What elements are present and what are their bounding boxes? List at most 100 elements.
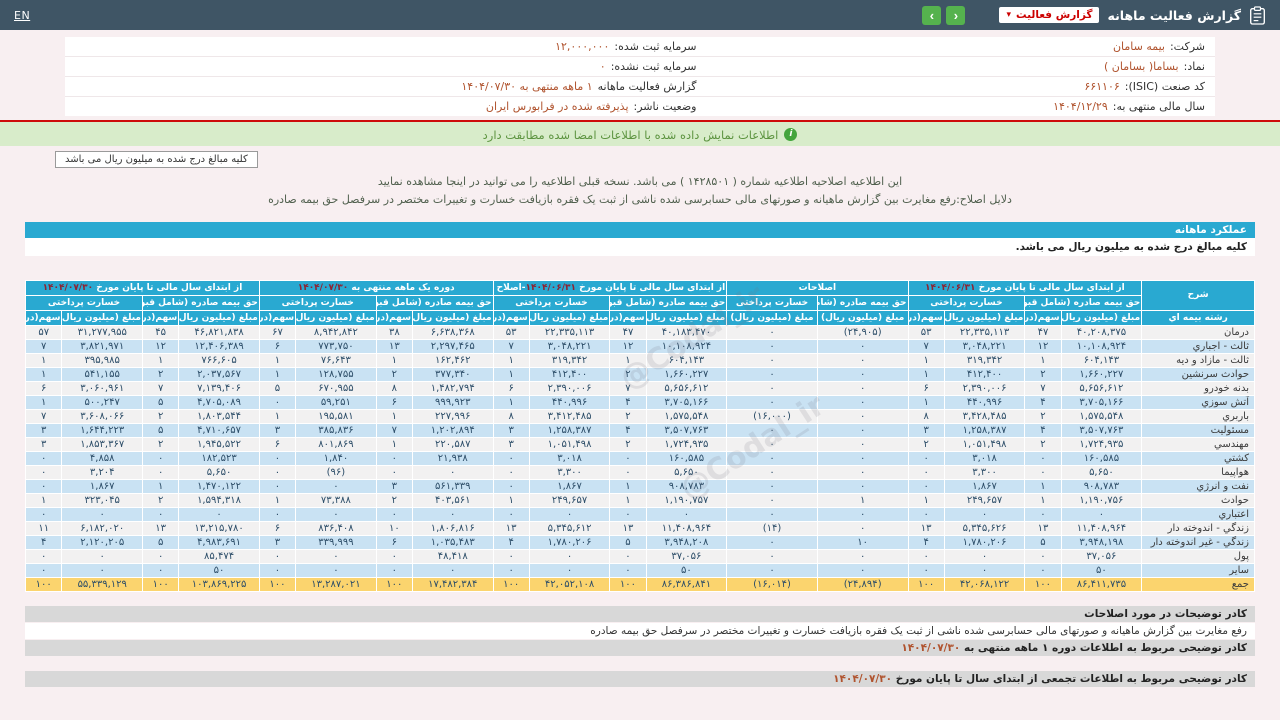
row-label: ثالث - اجباري — [1141, 338, 1255, 354]
table-cell: ۳,۲۰۴ — [61, 464, 144, 480]
table-cell: ۱,۲۰۲,۸۹۴ — [411, 422, 494, 438]
table-cell: ۰ — [375, 562, 413, 578]
table-cell: ۷ — [24, 408, 63, 424]
next-report-button[interactable]: › — [922, 5, 942, 25]
table-cell: ۰ — [816, 478, 909, 494]
report-type-dropdown[interactable]: گزارش فعالیت ▾ — [999, 7, 1100, 23]
table-row: مسئولیت ۳,۵۰۷,۷۶۳ ۴ ۱,۲۵۸,۳۸۷ ۳ ۰ ۰ ۳,۵۰۷,۷۶۳ ۴ ۱… — [24, 422, 1255, 438]
top-bar: گزارش فعالیت ماهانه گزارش فعالیت ▾ ‹ › E… — [0, 0, 1280, 30]
table-cell: ۳۷۷,۳۴۰ — [411, 366, 494, 382]
table-cell: ۲۴۹,۶۵۷ — [528, 492, 611, 508]
table-cell: ۰ — [907, 450, 945, 466]
table-cell: ۴ — [609, 422, 647, 438]
table-cell: ۰ — [411, 562, 494, 578]
table-cell: ۲ — [375, 366, 413, 382]
company-value: بیمه سامان — [1112, 40, 1165, 53]
table-cell: ۱۰,۱۰۸,۹۲۴ — [645, 338, 728, 354]
report-clipboard-icon — [1249, 5, 1266, 25]
table-cell: ۳,۶۰۸,۰۶۶ — [61, 408, 144, 424]
language-en-link[interactable]: EN — [14, 8, 31, 22]
table-cell: ۱۳,۲۱۵,۷۸۰ — [178, 520, 260, 536]
share-column-header: سهم(درصد) — [375, 309, 413, 326]
monthly-performance-section: عملکرد ماهانه کلیه مبالغ درج شده به میلی… — [24, 221, 1255, 592]
table-cell: ۱ — [492, 394, 530, 410]
table-cell: ۰ — [816, 394, 909, 410]
row-label: حوادث — [1141, 492, 1255, 508]
table-cell: ۰ — [61, 548, 144, 564]
table-cell: ۵۳ — [492, 324, 530, 340]
table-cell: ۱ — [375, 352, 413, 368]
claims-subheader: خسارت پرداختی — [258, 294, 377, 311]
table-cell: ۱,۷۲۴,۹۳۵ — [645, 436, 728, 452]
table-cell: ۳,۴۲۸,۴۸۵ — [943, 408, 1026, 424]
table-cell: ۱۰۰ — [1024, 576, 1062, 592]
table-cell: ۱۲,۴۰۶,۳۸۹ — [178, 338, 260, 354]
cumulative-note-header: کادر توضیحی مربوط به اطلاعات تجمعی از اب… — [25, 670, 1255, 687]
table-cell: ۰ — [24, 478, 63, 494]
table-cell: ۸۳۶,۴۰۸ — [295, 520, 377, 536]
table-cell: ۱,۵۹۴,۳۱۸ — [178, 492, 260, 508]
signed-info-notice-text: اطلاعات نمایش داده شده با اطلاعات امضا ش… — [482, 127, 779, 142]
table-cell: ۸۶,۳۸۶,۸۴۱ — [645, 576, 728, 592]
table-cell: ۳ — [24, 436, 63, 452]
table-cell: ۳,۰۴۸,۲۲۱ — [528, 338, 611, 354]
table-cell: ۱ — [492, 366, 530, 382]
previous-version-link[interactable]: اینجا — [446, 174, 467, 188]
total-row: جمع ۸۶,۴۱۱,۷۳۵ ۱۰۰ ۴۲,۰۶۸,۱۲۲ ۱۰۰ (۲۴,۸۹۴) (۱۶… — [24, 576, 1255, 592]
table-cell: ۰ — [726, 478, 818, 494]
table-cell: ۱۳ — [142, 520, 180, 536]
table-cell: (۱۴) — [726, 520, 818, 536]
claims-subheader: خسارت پرداختی — [492, 294, 611, 311]
table-cell: (۲۴,۸۹۴) — [816, 576, 909, 592]
table-cell: ۱,۷۸۰,۲۰۶ — [528, 534, 611, 550]
table-cell: ۰ — [816, 506, 909, 522]
table-cell: ۰ — [492, 562, 530, 578]
table-cell: ۱ — [24, 366, 63, 382]
table-cell: ۱۰۰ — [375, 576, 413, 592]
table-cell: ۰ — [1024, 562, 1062, 578]
share-column-header: سهم(درصد) — [24, 309, 63, 326]
table-cell: ۰ — [492, 548, 530, 564]
row-label: سایر — [1141, 562, 1255, 578]
isic-value: ۶۶۱۱۰۶ — [1084, 80, 1120, 93]
table-cell: ۷۷۳,۷۵۰ — [295, 338, 377, 354]
table-cell: ۱,۲۵۸,۳۸۷ — [943, 422, 1026, 438]
company-label: شرکت: — [1169, 40, 1205, 53]
table-cell: ۳,۳۰۰ — [943, 464, 1026, 480]
table-cell: ۰ — [907, 464, 945, 480]
table-cell: ۲۴۹,۶۵۷ — [943, 492, 1026, 508]
row-label: بدنه خودرو — [1141, 380, 1255, 396]
table-cell: ۰ — [726, 562, 818, 578]
table-cell: ۳۱۹,۳۴۲ — [528, 352, 611, 368]
amendment-zone: کلیه مبالغ درج شده به میلیون ریال می باش… — [0, 146, 1280, 214]
table-cell: ۱۸۲,۵۲۳ — [178, 450, 260, 466]
table-cell: ۳,۴۱۲,۴۸۵ — [528, 408, 611, 424]
table-cell: ۰ — [907, 548, 945, 564]
table-row: مهندسي ۱,۷۲۴,۹۳۵ ۲ ۱,۰۵۱,۴۹۸ ۲ ۰ ۰ ۱,۷۲۴,۹۳۵ ۲ ۱,… — [24, 436, 1255, 452]
table-cell: ۱,۵۷۵,۵۴۸ — [645, 408, 728, 424]
cumulative-note-text: کادر توضیحی مربوط به اطلاعات تجمعی از اب… — [892, 672, 1247, 685]
table-cell: ۱۶۰,۵۸۵ — [645, 450, 728, 466]
table-cell: ۰ — [492, 478, 530, 494]
group-header-date: ۱۴۰۴/۰۷/۳۰ — [297, 282, 349, 293]
table-cell: ۸ — [375, 380, 413, 396]
table-cell: ۸ — [492, 408, 530, 424]
table-cell: ۰ — [726, 394, 818, 410]
table-cell: ۷ — [609, 380, 647, 396]
amount-column-header: مبلغ (میلیون ریال) — [726, 309, 818, 326]
table-cell: ۱۰۰ — [142, 576, 180, 592]
table-cell: ۰ — [24, 464, 63, 480]
row-label: مهندسي — [1141, 436, 1255, 452]
table-cell: ۴۷ — [1024, 324, 1062, 340]
table-cell: ۰ — [726, 352, 818, 368]
table-cell: ۶ — [492, 380, 530, 396]
insurance-line-header: رشته بیمه اي — [1141, 309, 1255, 326]
table-cell: ۴۲,۰۵۲,۱۰۸ — [528, 576, 611, 592]
table-cell: ۲۱,۹۳۸ — [411, 450, 494, 466]
table-cell: ۱ — [907, 352, 945, 368]
prev-report-button[interactable]: ‹ — [946, 5, 966, 25]
table-cell: ۱۳ — [907, 520, 945, 536]
claims-subheader: خسارت پرداختی — [726, 294, 818, 311]
table-cell: ۱ — [907, 366, 945, 382]
row-label: مسئولیت — [1141, 422, 1255, 438]
